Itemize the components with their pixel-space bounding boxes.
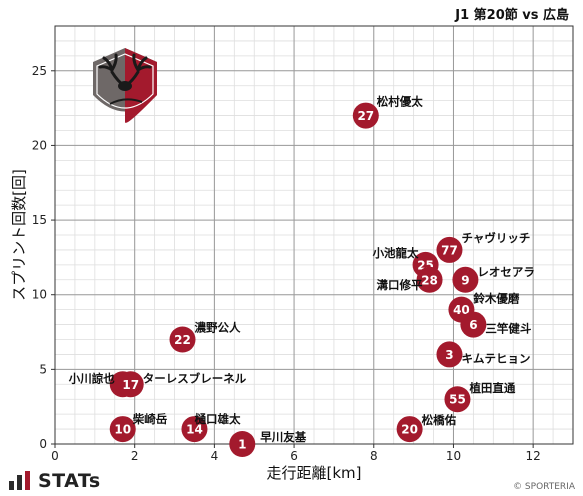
player-marker: [169, 326, 196, 353]
player-name-label: 小池龍太: [372, 246, 419, 260]
y-axis-label: スプリント回数[回]: [10, 169, 28, 301]
player-number: 77: [441, 243, 458, 257]
player-marker: [452, 266, 479, 293]
brand-name: STATs: [38, 470, 101, 492]
grid: [54, 25, 574, 445]
player-marker: [460, 311, 487, 338]
chart-header-title: J1 第20節 vs 広島: [455, 8, 569, 23]
player-number: 9: [461, 273, 469, 287]
y-tick-label: 15: [32, 213, 47, 227]
player-name-label: 早川友基: [260, 430, 306, 444]
player-number: 10: [114, 423, 131, 437]
player-number: 17: [122, 378, 139, 392]
player-name-label: レオセアラ: [477, 265, 535, 279]
x-tick-label: 12: [526, 449, 541, 463]
player-name-label: チャヴリッチ: [461, 231, 530, 245]
player-name-label: 濃野公人: [195, 321, 241, 335]
player-marker: [181, 416, 208, 443]
player-number: 20: [401, 423, 418, 437]
plot-frame: [54, 25, 574, 445]
player-number: 27: [357, 109, 374, 123]
player-name-label: 樋口雄太: [194, 412, 240, 426]
x-axis-label: 走行距離[km]: [266, 464, 361, 482]
player-marker: [436, 236, 463, 263]
player-name-label: 鈴木優磨: [473, 292, 519, 306]
y-tick-label: 25: [32, 64, 47, 78]
x-tick-label: 0: [51, 449, 59, 463]
x-tick-label: 2: [131, 449, 139, 463]
player-name-label: 松橋佑: [422, 413, 457, 427]
player-marker: [117, 371, 144, 398]
player-name-label: ターレスブレーネル: [143, 371, 247, 385]
player-marker: [444, 386, 471, 413]
player-number: 22: [174, 333, 191, 347]
y-tick-label: 20: [32, 138, 47, 152]
player-marker: [416, 266, 443, 293]
player-number: 28: [421, 273, 438, 287]
y-tick-label: 0: [39, 437, 47, 451]
player-name-label: 小川諒也: [68, 371, 115, 385]
player-number: 55: [449, 393, 466, 407]
x-tick-label: 8: [370, 449, 378, 463]
brand-logo: STATs: [8, 470, 101, 492]
player-marker: [436, 341, 463, 368]
copyright-text: © SPORTERIA: [513, 482, 575, 492]
player-marker: [352, 102, 379, 129]
player-name-label: キムテヒョン: [461, 351, 530, 365]
player-marker: [109, 416, 136, 443]
bar-chart-icon: [9, 471, 30, 490]
y-tick-label: 5: [39, 362, 47, 376]
x-tick-label: 10: [446, 449, 461, 463]
player-number: 1: [238, 438, 246, 452]
player-name-label: 柴崎岳: [132, 412, 168, 426]
player-number: 40: [453, 303, 470, 317]
player-marker: [396, 416, 423, 443]
player-marker: [229, 431, 256, 457]
player-name-label: 植田直通: [468, 381, 515, 395]
player-number: 3: [445, 348, 453, 362]
player-name-label: 溝口修平: [377, 278, 423, 292]
player-number: 6: [469, 318, 477, 332]
y-tick-label: 10: [32, 288, 47, 302]
x-tick-label: 6: [290, 449, 298, 463]
x-tick-label: 4: [211, 449, 219, 463]
player-name-label: 松村優太: [377, 95, 423, 109]
player-name-label: 三竿健斗: [485, 322, 531, 336]
club-crest-icon: [93, 48, 157, 123]
player-number: 14: [186, 423, 203, 437]
